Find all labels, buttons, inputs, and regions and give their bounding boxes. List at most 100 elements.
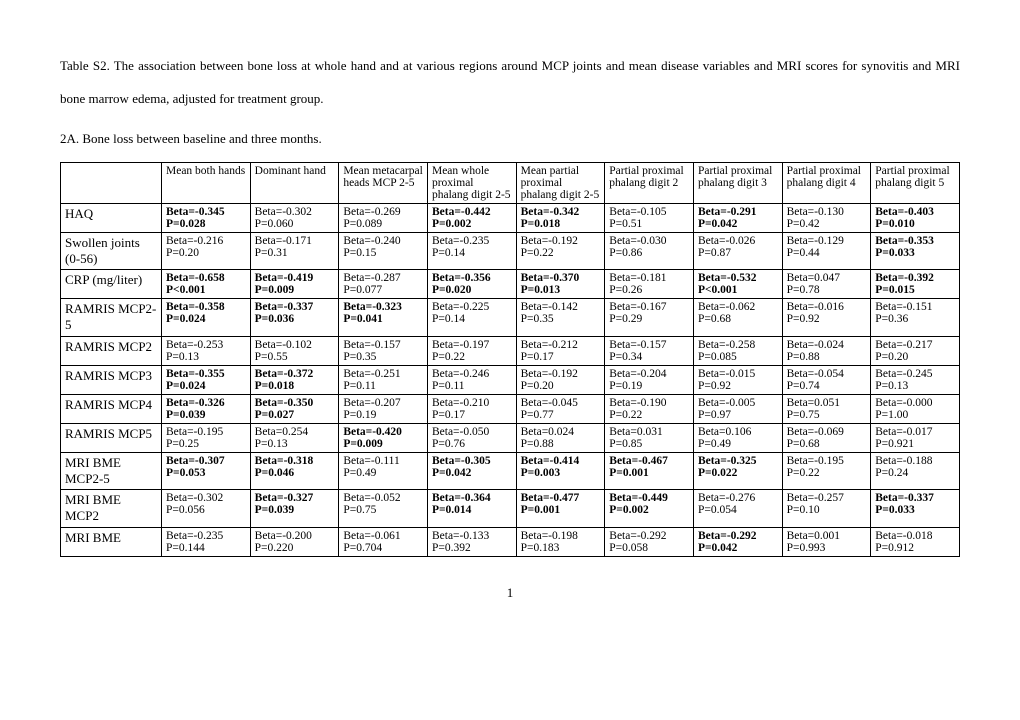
cell-beta: Beta=-0.102 [255,339,335,351]
cell-p: P=0.22 [521,247,601,259]
cell-beta: Beta=-0.392 [875,272,955,284]
cell-beta: Beta=-0.364 [432,492,512,504]
cell-p: P=0.704 [343,542,423,554]
cell-p: P=0.058 [609,542,689,554]
cell-beta: Beta=0.106 [698,426,778,438]
table-row: Swollen joints (0-56)Beta=-0.216P=0.20Be… [61,232,960,270]
cell-beta: Beta=-0.212 [521,339,601,351]
cell-beta: Beta=-0.050 [432,426,512,438]
table-row: RAMRIS MCP2Beta=-0.253P=0.13Beta=-0.102P… [61,336,960,365]
cell-beta: Beta=-0.045 [521,397,601,409]
data-cell: Beta=-0.392P=0.015 [871,270,960,299]
cell-p: P=0.018 [255,380,335,392]
table-row: RAMRIS MCP4Beta=-0.326P=0.039Beta=-0.350… [61,394,960,423]
row-label: RAMRIS MCP4 [61,394,162,423]
cell-p: P=0.87 [698,247,778,259]
data-cell: Beta=-0.276P=0.054 [693,490,782,528]
data-cell: Beta=-0.258P=0.085 [693,336,782,365]
cell-beta: Beta=-0.157 [609,339,689,351]
cell-p: P=0.018 [521,218,601,230]
cell-beta: Beta=-0.305 [432,455,512,467]
cell-p: P=0.009 [343,438,423,450]
cell-p: P=0.44 [787,247,867,259]
cell-beta: Beta=-0.018 [875,530,955,542]
cell-p: P=0.042 [698,542,778,554]
cell-beta: Beta=-0.062 [698,301,778,313]
data-cell: Beta=-0.129P=0.44 [782,232,871,270]
page-number: 1 [60,585,960,601]
cell-beta: Beta=-0.217 [875,339,955,351]
cell-p: P=0.033 [875,247,955,259]
cell-beta: Beta=-0.167 [609,301,689,313]
data-cell: Beta=-0.403P=0.010 [871,203,960,232]
data-cell: Beta=-0.245P=0.13 [871,365,960,394]
cell-beta: Beta=-0.327 [255,492,335,504]
data-cell: Beta=-0.045P=0.77 [516,394,605,423]
cell-p: P=0.028 [166,218,246,230]
data-cell: Beta=-0.356P=0.020 [427,270,516,299]
data-cell: Beta=0.001P=0.993 [782,527,871,556]
cell-beta: Beta=-0.190 [609,397,689,409]
data-cell: Beta=-0.240P=0.15 [339,232,428,270]
cell-p: P=0.13 [875,380,955,392]
cell-p: P=0.76 [432,438,512,450]
data-cell: Beta=-0.188P=0.24 [871,452,960,490]
cell-p: P=0.24 [875,467,955,479]
cell-beta: Beta=-0.291 [698,206,778,218]
data-cell: Beta=-0.364P=0.014 [427,490,516,528]
data-cell: Beta=0.106P=0.49 [693,423,782,452]
cell-p: P=0.49 [343,467,423,479]
cell-beta: Beta=-0.345 [166,206,246,218]
data-cell: Beta=-0.225P=0.14 [427,299,516,337]
data-cell: Beta=-0.323P=0.041 [339,299,428,337]
cell-p: P=0.13 [255,438,335,450]
data-cell: Beta=-0.326P=0.039 [162,394,251,423]
data-cell: Beta=-0.142P=0.35 [516,299,605,337]
column-header: Mean whole proximal phalang digit 2-5 [427,162,516,203]
cell-beta: Beta=-0.016 [787,301,867,313]
cell-beta: Beta=-0.195 [166,426,246,438]
cell-p: P=0.74 [787,380,867,392]
cell-beta: Beta=-0.198 [521,530,601,542]
cell-p: P=0.392 [432,542,512,554]
cell-p: P=0.024 [166,380,246,392]
data-cell: Beta=-0.449P=0.002 [605,490,694,528]
table-row: HAQBeta=-0.345P=0.028Beta=-0.302P=0.060B… [61,203,960,232]
data-cell: Beta=-0.015P=0.92 [693,365,782,394]
data-cell: Beta=-0.253P=0.13 [162,336,251,365]
cell-p: P<0.001 [698,284,778,296]
column-header: Mean metacarpal heads MCP 2-5 [339,162,428,203]
cell-p: P=0.056 [166,504,246,516]
data-cell: Beta=-0.005P=0.97 [693,394,782,423]
column-header: Dominant hand [250,162,339,203]
data-cell: Beta=-0.302P=0.060 [250,203,339,232]
data-cell: Beta=-0.292P=0.042 [693,527,782,556]
cell-beta: Beta=-0.216 [166,235,246,247]
cell-p: P=0.22 [432,351,512,363]
cell-p: P=0.20 [875,351,955,363]
cell-p: P=0.88 [787,351,867,363]
cell-beta: Beta=0.024 [521,426,601,438]
data-cell: Beta=-0.200P=0.220 [250,527,339,556]
cell-p: P=0.11 [432,380,512,392]
cell-beta: Beta=-0.323 [343,301,423,313]
cell-beta: Beta=-0.015 [698,368,778,380]
data-cell: Beta=-0.207P=0.19 [339,394,428,423]
cell-p: P=0.20 [166,247,246,259]
data-cell: Beta=-0.217P=0.20 [871,336,960,365]
cell-beta: Beta=-0.111 [343,455,423,467]
data-cell: Beta=-0.325P=0.022 [693,452,782,490]
cell-p: P=0.014 [432,504,512,516]
cell-beta: Beta=-0.342 [521,206,601,218]
cell-p: P=0.015 [875,284,955,296]
cell-beta: Beta=-0.204 [609,368,689,380]
cell-beta: Beta=-0.449 [609,492,689,504]
data-cell: Beta=-0.269P=0.089 [339,203,428,232]
column-header [61,162,162,203]
cell-p: P=0.29 [609,313,689,325]
data-cell: Beta=-0.069P=0.68 [782,423,871,452]
cell-p: P=0.027 [255,409,335,421]
table-row: RAMRIS MCP3Beta=-0.355P=0.024Beta=-0.372… [61,365,960,394]
data-cell: Beta=-0.111P=0.49 [339,452,428,490]
cell-p: P=0.97 [698,409,778,421]
